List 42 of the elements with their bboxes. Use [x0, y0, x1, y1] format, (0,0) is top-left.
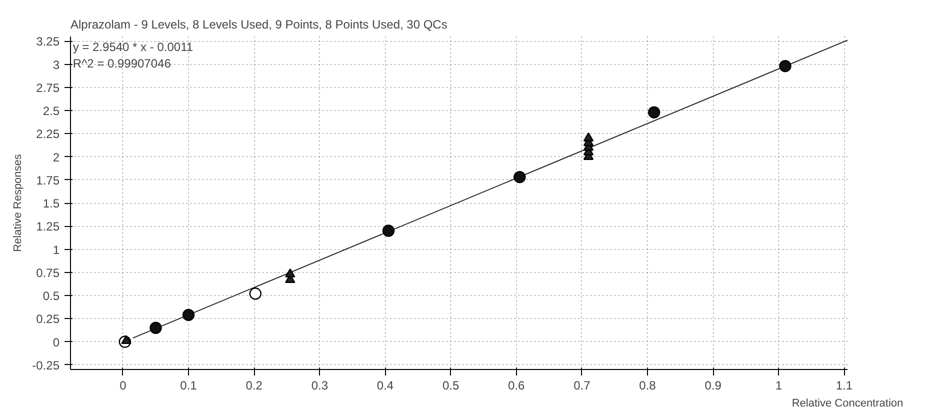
x-tick-label: 0.5 — [442, 378, 460, 392]
y-tick-label: 0.5 — [42, 289, 60, 303]
point — [150, 322, 162, 334]
point — [182, 308, 195, 322]
y-tick-label: 1.75 — [36, 173, 60, 188]
x-axis-title: Relative Concentration — [792, 398, 904, 410]
y-tick-label: 0 — [52, 335, 60, 350]
point — [514, 171, 526, 184]
y-tick-label: 1 — [52, 242, 60, 257]
x-tick-label: 0.3 — [311, 378, 328, 392]
y-tick-label: 2 — [52, 150, 60, 164]
annotation: y = 2.9540 * x - 0.0011 — [72, 40, 194, 54]
y-tick-label: 3 — [52, 58, 60, 72]
x-tick-label: 0.8 — [639, 378, 656, 392]
y-tick-label: 0.75 — [36, 266, 60, 280]
x-tick-label: 0.4 — [376, 378, 394, 392]
y-tick-label: 1.5 — [42, 196, 60, 210]
point — [779, 60, 792, 72]
y-tick-label: 3.25 — [36, 34, 60, 49]
y-tick-label: -0.25 — [32, 358, 60, 372]
x-tick-label: 0.9 — [704, 378, 722, 392]
x-tick-label: 1 — [775, 378, 782, 392]
x-tick-label: 0.2 — [246, 378, 263, 392]
x-tick-label: 1.1 — [836, 378, 853, 392]
annotation: R^2 = 0.99907046 — [72, 56, 172, 70]
x-tick-label: 0 — [120, 378, 127, 392]
x-tick-label: 0.6 — [508, 378, 526, 392]
x-tick-label: 0.7 — [574, 378, 591, 392]
y-axis-title: Relative Responses — [12, 154, 24, 252]
y-tick-label: 2.25 — [36, 127, 60, 142]
y-tick-label: 2.75 — [36, 80, 60, 95]
point — [648, 106, 660, 118]
y-tick-label: 2.5 — [42, 104, 60, 118]
point — [285, 268, 296, 278]
point — [382, 224, 395, 237]
point — [249, 288, 262, 300]
chart-title: Alprazolam - 9 Levels, 8 Levels Used, 9 Points, 8 Points Used, 30 QCs — [70, 18, 448, 32]
y-tick-label: 0.25 — [36, 312, 60, 326]
x-tick-label: 0.1 — [180, 378, 198, 392]
y-tick-label: 1.25 — [36, 220, 60, 234]
point — [583, 132, 594, 142]
point — [121, 335, 132, 344]
